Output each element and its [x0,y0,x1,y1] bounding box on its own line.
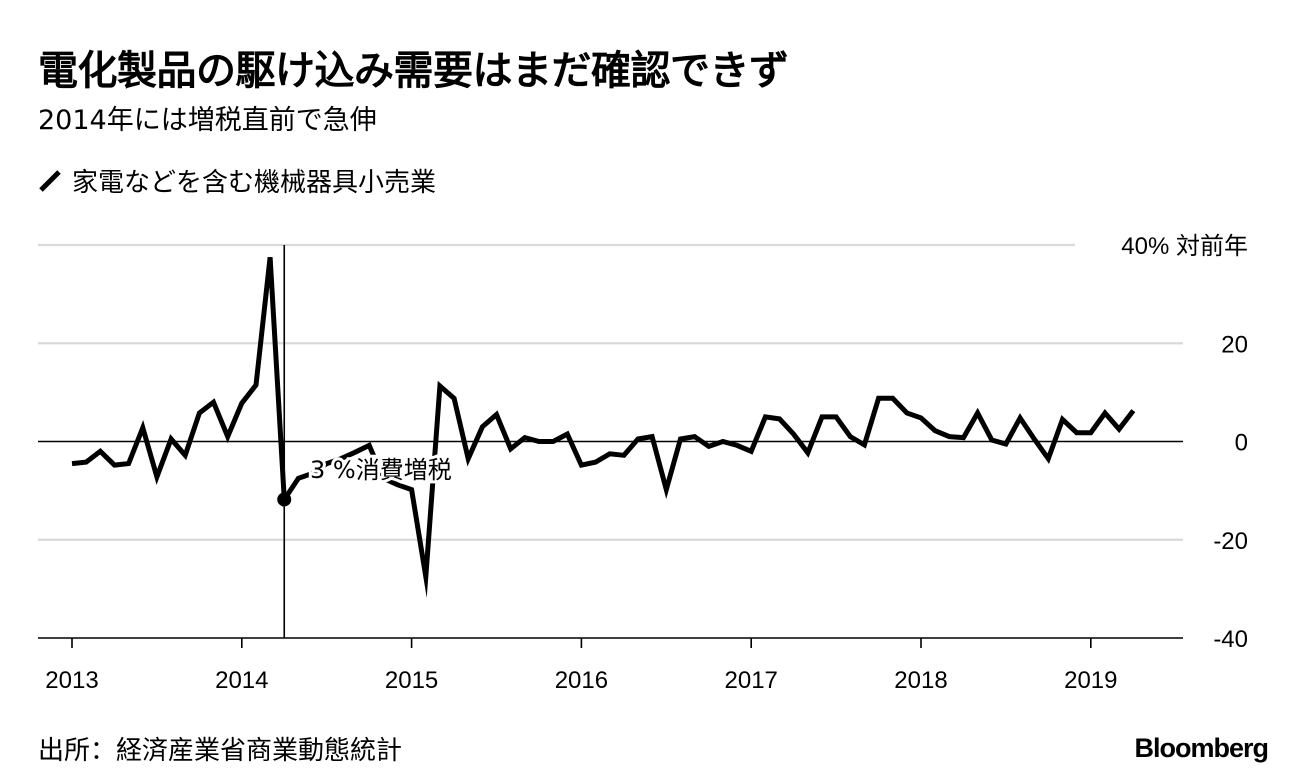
y-axis-ticks: 40% 対前年 20 0 -20 -40 [1121,233,1248,653]
brand-logo: Bloomberg [1134,733,1269,763]
x-tick-label: 2017 [725,667,778,694]
legend: 家電などを含む機械器具小売業 [38,162,436,199]
y-tick-label: 40% 対前年 [1121,233,1248,260]
annotation-layer: 3 %消費増税 [277,453,455,507]
grid-lines [38,243,1183,639]
x-axis-ticks: 2013 2014 2015 2016 2017 2018 2019 [45,638,1117,694]
legend-label: 家電などを含む機械器具小売業 [72,168,437,198]
chart-title: 電化製品の駆け込み需要はまだ確認できず [38,48,789,94]
legend-swatch-icon [39,169,61,192]
chart-subtitle: 2014年には増税直前で急伸 [38,105,377,136]
x-tick-label: 2014 [215,667,268,694]
x-tick-label: 2018 [894,667,947,694]
y-tick-label: -20 [1213,528,1248,555]
x-tick-label: 2015 [385,667,438,694]
y-tick-label: -40 [1213,626,1248,653]
annotation-dot [277,492,292,507]
series-layer [71,257,1136,598]
source-note: 出所：経済産業省商業動態統計 [38,736,403,766]
series-line-0 [71,257,1136,598]
x-tick-label: 2019 [1064,667,1117,694]
x-tick-label: 2013 [45,667,98,694]
y-tick-label: 0 [1235,430,1248,457]
annotation-label: 3 %消費増税 [310,456,452,484]
x-tick-label: 2016 [555,667,608,694]
y-tick-label: 20 [1221,331,1248,358]
